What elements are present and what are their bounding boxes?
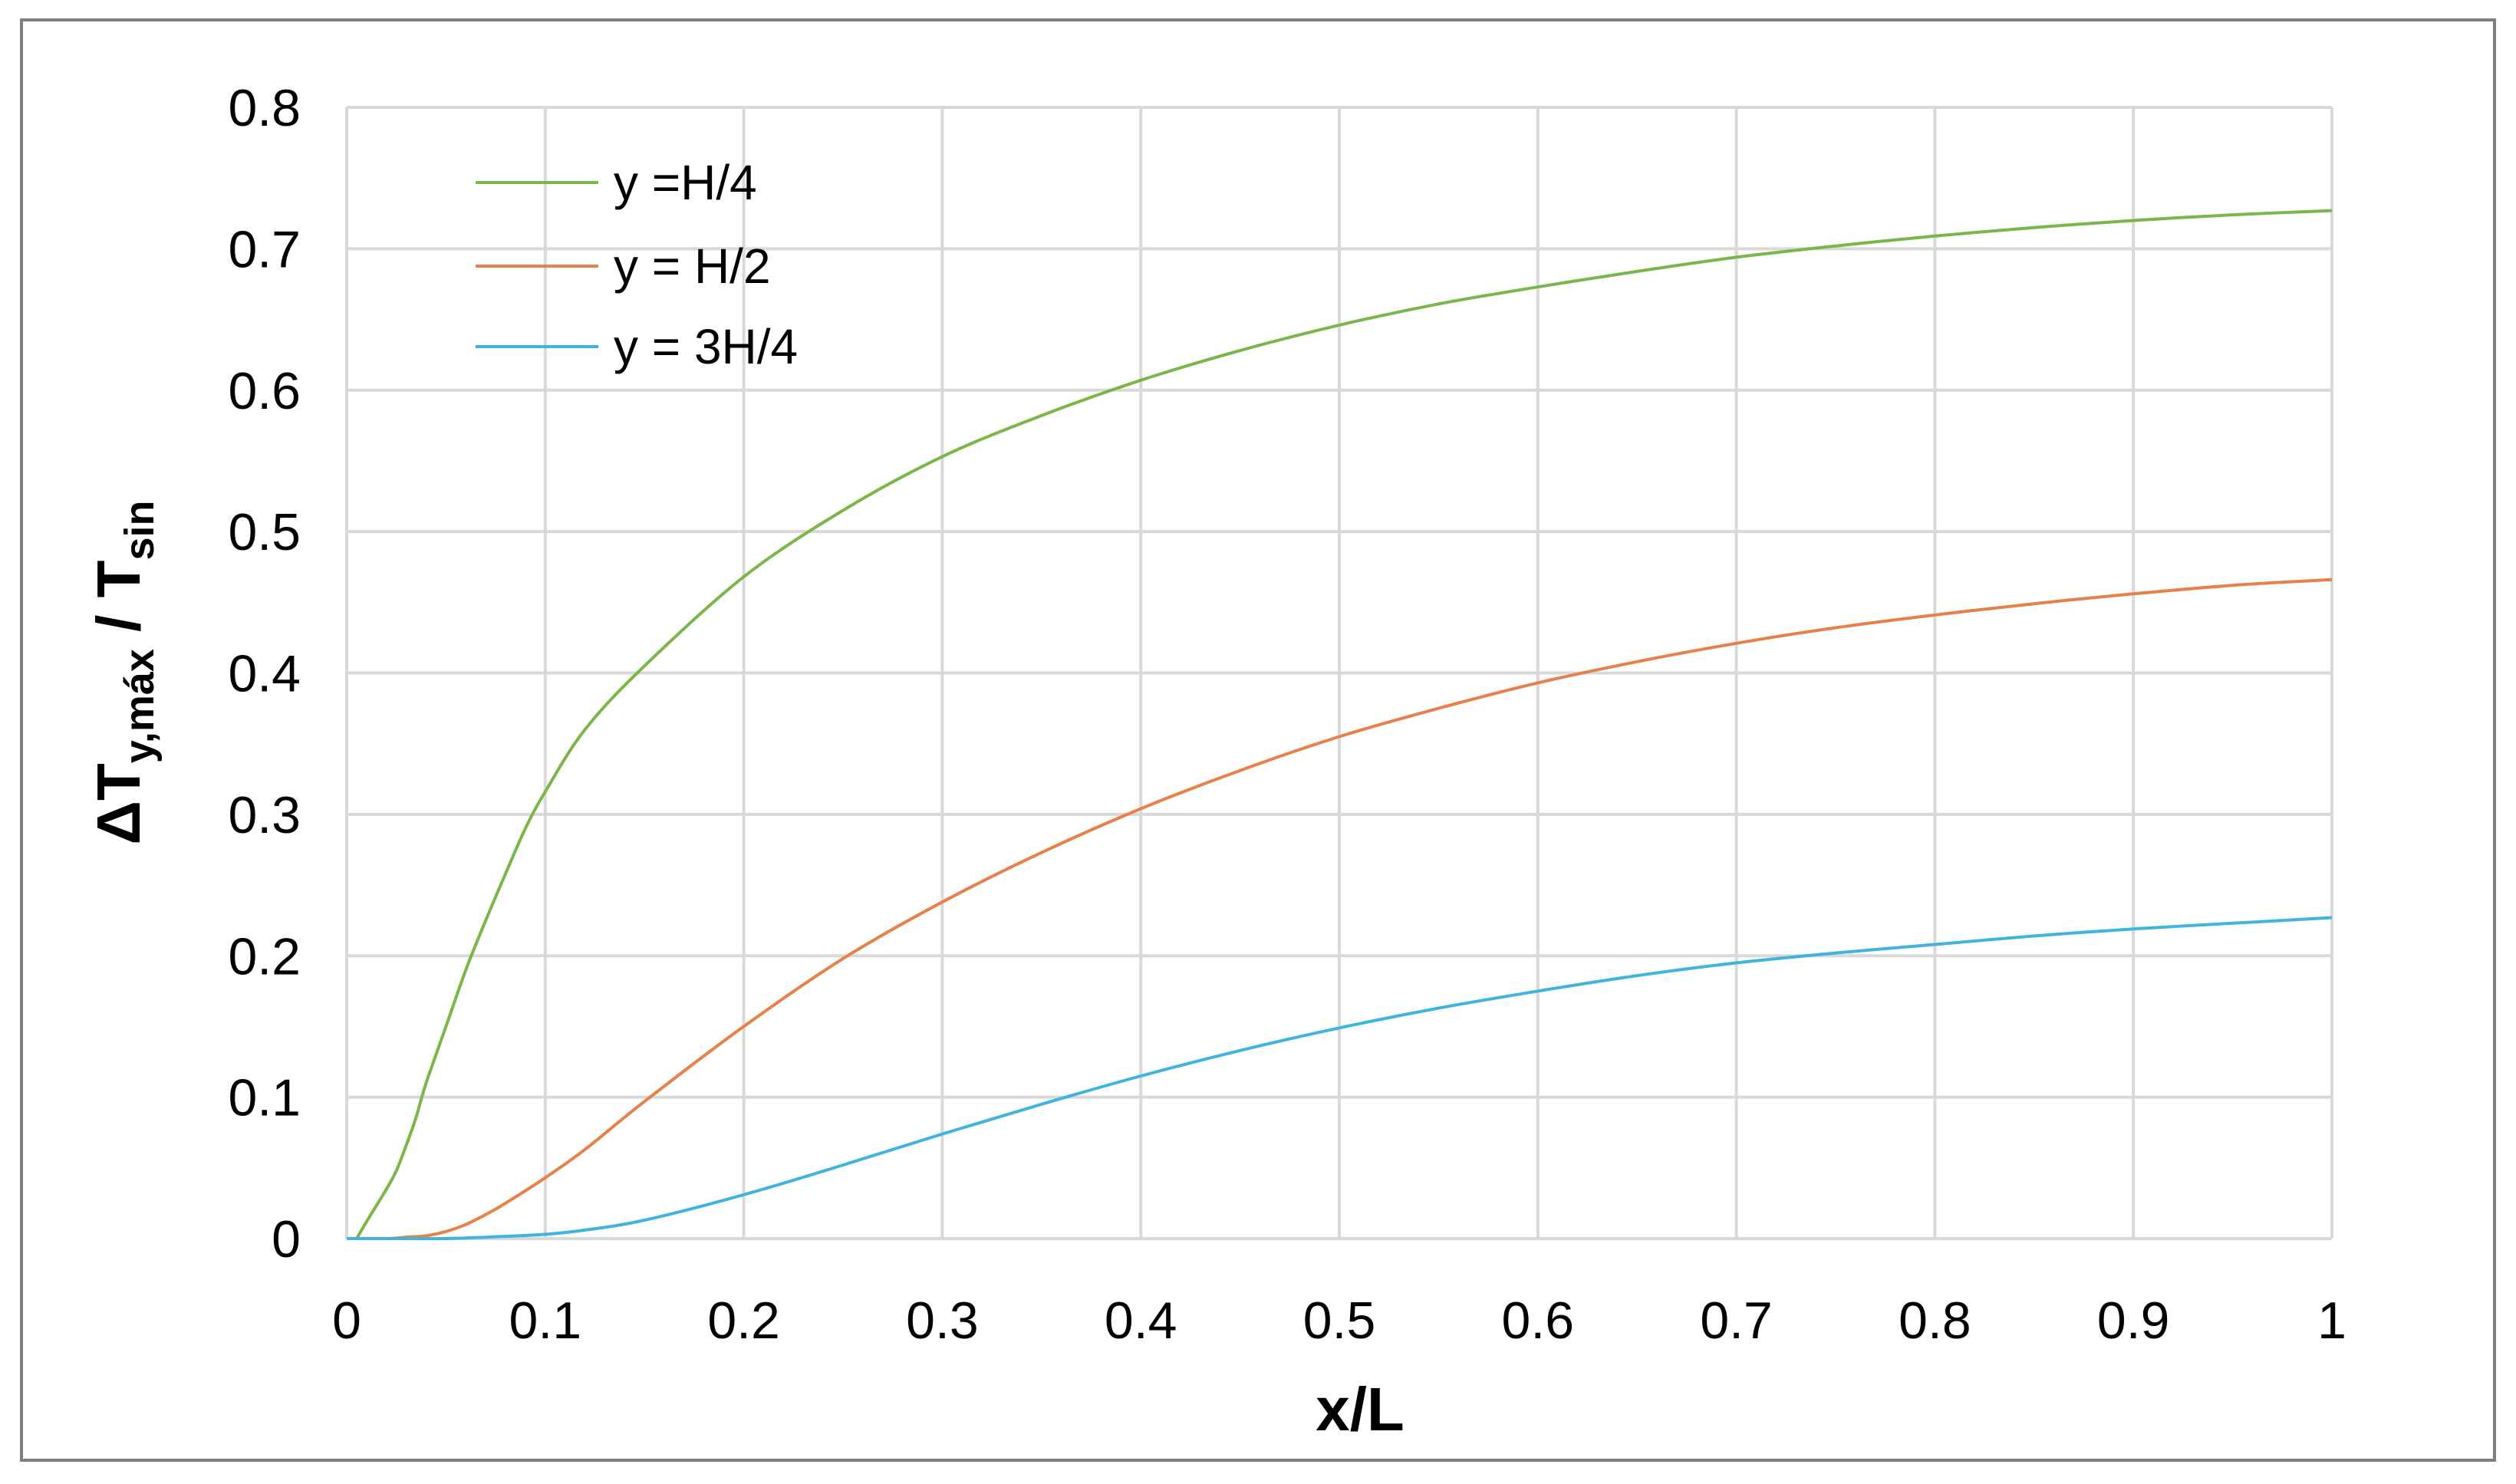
y-tick-label: 0.4	[228, 645, 301, 703]
x-tick-label: 0.9	[2097, 1292, 2170, 1350]
x-tick-label: 0	[332, 1292, 361, 1350]
series-line-2	[346, 577, 2333, 1241]
x-tick-label: 0.1	[509, 1292, 582, 1350]
x-tick-label: 0.7	[1700, 1292, 1773, 1350]
x-tick-label: 0.3	[906, 1292, 979, 1350]
x-tick-label: 0.5	[1303, 1292, 1376, 1350]
legend-label-1: y =H/4	[614, 155, 757, 210]
y-tick-label: 0.3	[228, 786, 301, 844]
x-axis-title: x/L	[1316, 1375, 1405, 1443]
x-tick-label: 0.4	[1105, 1292, 1177, 1350]
series-lines	[346, 209, 2333, 1241]
x-tick-label: 1	[2317, 1292, 2346, 1350]
x-tick-label: 0.6	[1502, 1292, 1575, 1350]
chart-outer-frame	[20, 18, 2496, 1462]
legend: y =H/4 y = H/2 y = 3H/4	[476, 155, 798, 374]
x-tick-label: 0.2	[707, 1292, 780, 1350]
y-axis-title-sub2: sin	[117, 500, 163, 560]
y-axis-ticks: 0 0.1 0.2 0.3 0.4 0.5 0.6 0.7 0.8	[228, 79, 301, 1268]
y-tick-label: 0.1	[228, 1069, 301, 1127]
y-tick-label: 0.7	[228, 220, 301, 278]
y-tick-label: 0.5	[228, 503, 301, 561]
legend-label-2: y = H/2	[614, 239, 771, 294]
y-tick-label: 0.8	[228, 79, 301, 137]
legend-label-3: y = 3H/4	[614, 319, 798, 374]
y-axis-title-sep: / T	[84, 560, 153, 649]
y-tick-label: 0	[272, 1210, 301, 1268]
y-axis-title-main: ΔT	[84, 763, 153, 845]
series-line-3	[347, 916, 2333, 1241]
x-tick-label: 0.8	[1899, 1292, 1971, 1350]
y-axis-title: ΔTy,máx / Tsin	[84, 500, 163, 844]
series-line-1	[355, 209, 2333, 1240]
y-axis-title-sub: y,máx	[117, 649, 163, 763]
grid	[345, 106, 2333, 1240]
y-tick-label: 0.2	[228, 927, 301, 985]
y-tick-label: 0.6	[228, 362, 301, 420]
x-axis-ticks: 0 0.1 0.2 0.3 0.4 0.5 0.6 0.7 0.8 0.9 1	[332, 1292, 2346, 1350]
